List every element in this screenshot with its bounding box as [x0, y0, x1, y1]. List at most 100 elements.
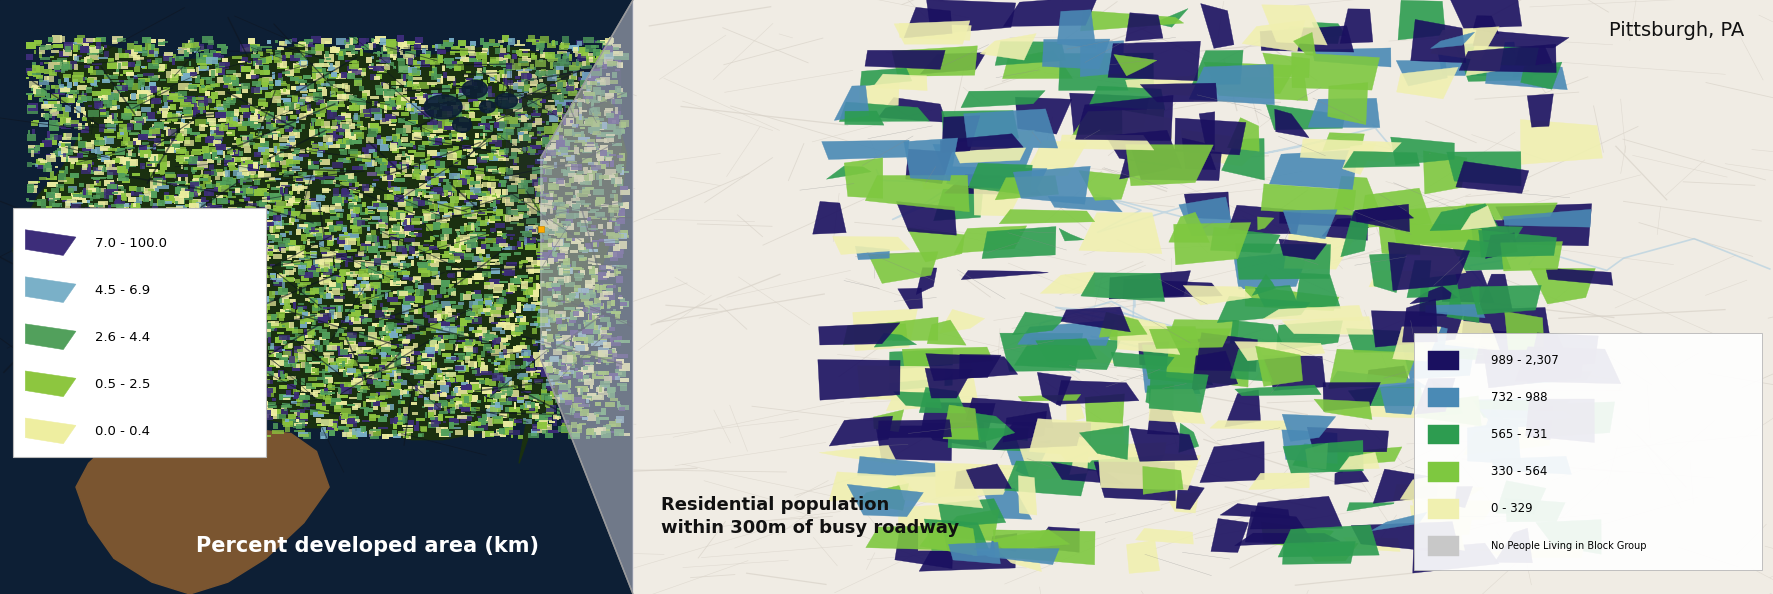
- Bar: [90, 236, 98, 242]
- Bar: [179, 194, 186, 197]
- Bar: [266, 118, 271, 124]
- Bar: [573, 238, 574, 241]
- Bar: [429, 409, 436, 415]
- Bar: [496, 238, 500, 244]
- Bar: [121, 165, 129, 171]
- Bar: [64, 299, 73, 305]
- Bar: [71, 146, 78, 151]
- Bar: [567, 79, 574, 85]
- Bar: [402, 166, 406, 173]
- Bar: [90, 80, 98, 86]
- Bar: [172, 74, 179, 80]
- Bar: [229, 311, 232, 313]
- Bar: [170, 380, 179, 384]
- Bar: [404, 174, 411, 176]
- Bar: [562, 56, 569, 64]
- Bar: [98, 96, 108, 100]
- Bar: [229, 413, 238, 420]
- Bar: [402, 267, 404, 268]
- Bar: [363, 350, 371, 352]
- Bar: [550, 116, 558, 122]
- Polygon shape: [1174, 223, 1250, 265]
- Bar: [367, 244, 371, 251]
- Bar: [239, 44, 250, 52]
- Bar: [340, 113, 351, 118]
- Bar: [74, 429, 80, 433]
- Bar: [165, 225, 174, 228]
- Bar: [374, 255, 381, 258]
- Bar: [574, 190, 578, 198]
- Bar: [541, 203, 551, 209]
- Bar: [399, 245, 404, 252]
- Bar: [66, 362, 71, 364]
- Bar: [301, 187, 309, 189]
- Bar: [459, 48, 468, 55]
- Bar: [83, 255, 94, 260]
- Bar: [566, 140, 569, 143]
- Bar: [44, 304, 50, 306]
- Bar: [83, 403, 92, 407]
- Bar: [230, 95, 234, 98]
- Bar: [110, 398, 117, 405]
- Bar: [431, 323, 440, 329]
- Bar: [557, 69, 558, 72]
- Bar: [280, 275, 284, 277]
- Bar: [346, 280, 351, 283]
- Bar: [427, 154, 431, 162]
- Bar: [378, 105, 388, 109]
- Bar: [351, 132, 355, 135]
- Bar: [505, 207, 511, 214]
- Bar: [188, 159, 199, 165]
- Bar: [422, 160, 424, 168]
- Bar: [495, 80, 496, 83]
- Bar: [551, 245, 558, 250]
- Bar: [78, 183, 85, 187]
- Bar: [571, 292, 576, 298]
- Polygon shape: [1436, 42, 1518, 76]
- Bar: [163, 365, 170, 369]
- Bar: [528, 225, 535, 233]
- Bar: [28, 286, 35, 289]
- Bar: [489, 39, 495, 43]
- Bar: [211, 405, 218, 409]
- Bar: [518, 93, 523, 96]
- Bar: [277, 186, 285, 188]
- Bar: [94, 103, 101, 109]
- Bar: [615, 129, 626, 134]
- Bar: [168, 129, 177, 136]
- Bar: [140, 267, 149, 270]
- Bar: [41, 330, 43, 335]
- Bar: [216, 423, 225, 429]
- Bar: [558, 359, 566, 365]
- Bar: [96, 180, 99, 184]
- Bar: [66, 94, 69, 99]
- Bar: [234, 430, 241, 437]
- Bar: [580, 181, 590, 185]
- Bar: [85, 122, 87, 128]
- Bar: [149, 50, 158, 55]
- Bar: [76, 397, 87, 403]
- Polygon shape: [1204, 62, 1296, 94]
- Bar: [486, 166, 496, 172]
- Bar: [461, 228, 465, 234]
- Bar: [170, 57, 172, 62]
- Bar: [374, 114, 383, 120]
- Bar: [206, 375, 213, 378]
- Bar: [349, 190, 360, 193]
- Bar: [92, 204, 99, 210]
- Bar: [177, 429, 186, 437]
- Bar: [291, 168, 301, 171]
- Bar: [564, 106, 566, 112]
- Bar: [326, 397, 332, 404]
- Bar: [488, 411, 489, 418]
- Bar: [434, 390, 438, 394]
- Bar: [573, 285, 582, 292]
- Bar: [204, 218, 211, 220]
- Bar: [89, 382, 90, 390]
- Bar: [122, 320, 135, 324]
- Bar: [154, 240, 160, 247]
- Bar: [402, 74, 406, 81]
- Bar: [129, 132, 138, 135]
- Bar: [160, 314, 167, 319]
- Bar: [66, 386, 73, 393]
